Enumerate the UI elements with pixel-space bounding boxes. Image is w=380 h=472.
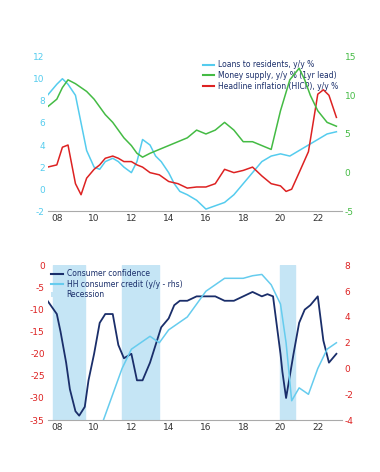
Bar	[122, 265, 159, 420]
Bar	[280, 265, 295, 420]
Bar	[53, 265, 85, 420]
Legend: Loans to residents, y/y %, Money supply, y/y % (1yr lead), Headline inflation (H: Loans to residents, y/y %, Money supply,…	[203, 60, 338, 91]
Legend: Consumer confidence, HH consumer credit (y/y - rhs), Recession: Consumer confidence, HH consumer credit …	[51, 269, 182, 299]
